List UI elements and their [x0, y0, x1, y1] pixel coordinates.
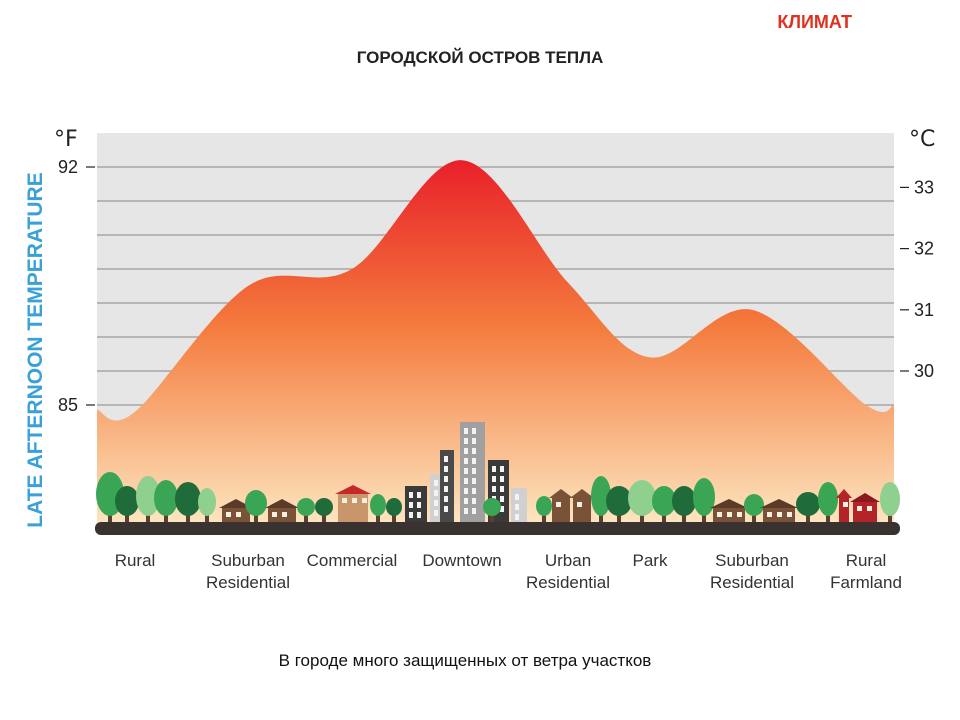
right-tick-label: 30 — [914, 361, 934, 381]
tree — [796, 492, 820, 524]
tree — [693, 478, 715, 524]
tree — [652, 486, 676, 524]
tree — [606, 486, 632, 524]
category-label: Commercial — [307, 551, 398, 570]
y-axis-label: LATE AFTERNOON TEMPERATURE — [24, 172, 47, 527]
tree — [115, 486, 139, 524]
tree — [880, 482, 900, 524]
tree — [154, 480, 178, 524]
building — [460, 422, 485, 522]
tree — [370, 494, 386, 524]
tree — [744, 494, 764, 524]
tree — [245, 490, 267, 524]
house — [570, 489, 594, 522]
page-title: ГОРОДСКОЙ ОСТРОВ ТЕПЛА — [356, 48, 604, 67]
category-label: Urban Residential — [526, 551, 610, 592]
right-axis-ticks: 30 31 32 33 — [900, 177, 934, 381]
category-label: Rural Farmland — [830, 551, 902, 592]
house — [850, 493, 880, 522]
tree — [536, 496, 552, 524]
ground-strip — [95, 522, 900, 535]
left-tick-label: 85 — [58, 395, 78, 415]
building — [511, 488, 527, 522]
section-tag: КЛИМАТ — [777, 12, 852, 32]
category-label: Park — [633, 551, 668, 570]
caption: В городе много защищенных от ветра участ… — [278, 651, 652, 670]
tree — [136, 476, 160, 524]
left-axis-unit: °F — [54, 127, 78, 152]
category-label: Downtown — [422, 551, 501, 570]
left-tick-label: 92 — [58, 157, 78, 177]
tree — [591, 476, 611, 524]
house — [265, 499, 299, 522]
tree — [315, 498, 333, 524]
house — [760, 499, 798, 522]
tree — [628, 480, 656, 524]
left-axis-ticks: 85 92 — [58, 157, 95, 415]
house — [549, 489, 573, 522]
tree — [672, 486, 696, 524]
tree — [483, 498, 501, 524]
category-label: Rural — [115, 551, 156, 570]
category-label: Suburban Residential — [206, 551, 290, 592]
right-axis-unit: °C — [909, 127, 935, 152]
house — [836, 489, 852, 522]
right-tick-label: 33 — [914, 177, 934, 197]
tree — [175, 482, 201, 524]
category-labels: Rural Suburban Residential Commercial Downto… — [115, 551, 902, 592]
skyline-illustration — [96, 422, 900, 524]
house — [219, 499, 253, 522]
temperature-area — [97, 160, 894, 525]
house — [710, 499, 748, 522]
building — [440, 450, 454, 522]
house — [335, 485, 371, 522]
right-tick-label: 32 — [914, 239, 934, 259]
right-tick-label: 31 — [914, 300, 934, 320]
tree — [297, 498, 315, 524]
building — [405, 486, 427, 522]
tree — [198, 488, 216, 524]
tree — [386, 498, 402, 524]
tree — [818, 482, 838, 524]
category-label: Suburban Residential — [710, 551, 794, 592]
